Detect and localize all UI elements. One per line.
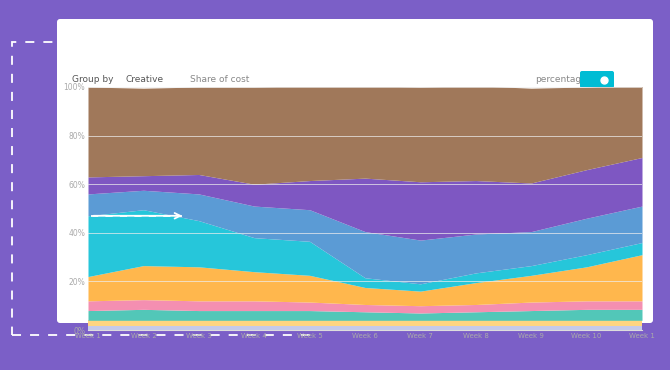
Text: percentage: percentage xyxy=(535,75,587,84)
Text: Share of cost: Share of cost xyxy=(190,75,249,84)
Text: Creative: Creative xyxy=(125,75,163,84)
FancyBboxPatch shape xyxy=(57,19,653,323)
Text: Group by: Group by xyxy=(72,75,113,84)
Text: Decline in share of cost: Decline in share of cost xyxy=(234,23,566,47)
FancyBboxPatch shape xyxy=(580,71,614,88)
